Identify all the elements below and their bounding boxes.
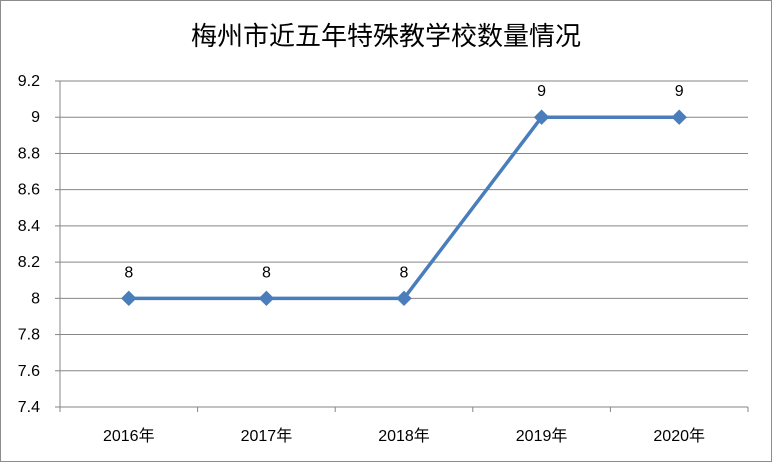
x-tick-label: 2018年 (378, 427, 430, 445)
y-tick-label: 7.4 (18, 399, 40, 416)
data-point-marker (671, 109, 687, 125)
chart-title: 梅州市近五年特殊教学校数量情况 (190, 22, 581, 52)
y-tick-label: 8 (31, 290, 40, 307)
y-tick-label: 9.2 (18, 73, 40, 90)
data-point-marker (396, 290, 412, 307)
y-tick-label: 7.8 (18, 327, 40, 344)
y-tick-label: 8.6 (18, 182, 40, 199)
y-tick-label: 9 (31, 109, 40, 126)
data-label: 8 (400, 264, 409, 281)
x-tick-label: 2016年 (103, 427, 155, 445)
data-point-marker (533, 109, 550, 125)
data-label: 9 (537, 83, 546, 100)
y-tick-label: 8.2 (18, 254, 40, 271)
x-tick-label: 2019年 (516, 427, 568, 445)
data-label: 8 (262, 264, 271, 281)
data-label: 8 (124, 264, 133, 281)
x-tick-label: 2017年 (241, 427, 293, 445)
data-point-marker (121, 290, 137, 307)
y-tick-label: 8.4 (18, 218, 40, 235)
y-tick-label: 8.8 (18, 145, 40, 162)
data-label: 9 (675, 83, 684, 100)
data-point-marker (258, 290, 275, 307)
y-tick-label: 7.6 (18, 363, 40, 380)
x-tick-label: 2020年 (653, 427, 705, 445)
